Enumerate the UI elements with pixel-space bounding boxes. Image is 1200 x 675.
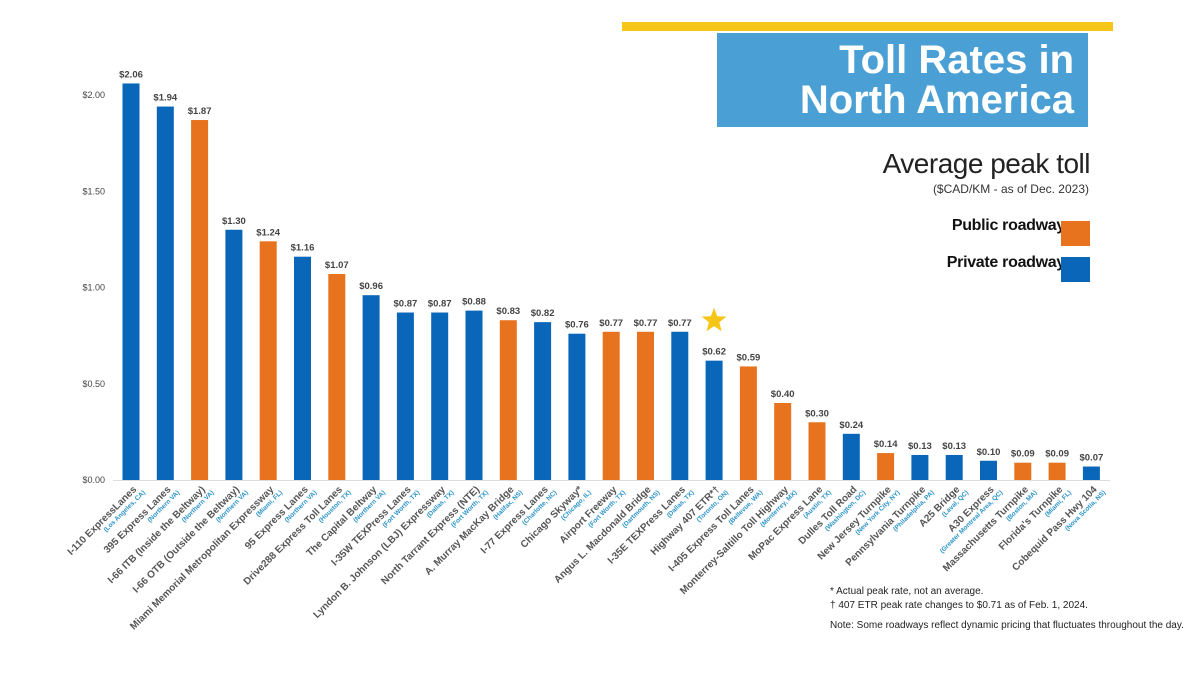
data-label: $0.59 — [737, 352, 761, 363]
data-label: $1.30 — [222, 216, 246, 227]
bar — [774, 403, 792, 480]
footnote-dagger: † 407 ETR peak rate changes to $0.71 as … — [830, 600, 1088, 611]
y-tick-label: $2.00 — [82, 90, 105, 100]
bar — [259, 241, 277, 480]
data-label: $0.09 — [1011, 449, 1035, 460]
data-label: $1.94 — [153, 93, 177, 104]
data-label: $0.77 — [599, 318, 623, 329]
legend-public-label: Public roadway — [951, 217, 1065, 234]
data-label: $0.83 — [496, 306, 520, 317]
data-label: $1.24 — [256, 227, 280, 238]
legend-public-swatch — [1061, 221, 1090, 246]
gold-accent-bar — [622, 22, 1113, 31]
data-label: $0.77 — [668, 318, 692, 329]
title-line-2: North America — [799, 78, 1074, 122]
footnote-asterisk: * Actual peak rate, not an average. — [830, 586, 984, 597]
bar — [877, 453, 895, 480]
data-label: $0.87 — [428, 299, 452, 310]
bar — [980, 460, 997, 480]
bar — [568, 333, 586, 480]
bar — [191, 120, 209, 481]
bar — [1082, 466, 1100, 480]
bar — [705, 360, 723, 480]
bar — [225, 229, 243, 480]
chart-title: Toll Rates in North America — [717, 33, 1088, 127]
data-label: $0.82 — [531, 308, 555, 319]
data-label: $0.13 — [908, 441, 932, 452]
data-label: $0.07 — [1080, 453, 1104, 464]
bar — [637, 331, 654, 480]
bar — [156, 106, 174, 481]
data-label: $1.07 — [325, 260, 349, 271]
bar — [945, 454, 963, 480]
bar — [671, 331, 689, 480]
data-label: $0.40 — [771, 389, 795, 400]
bar — [1014, 462, 1032, 480]
star-icon — [701, 307, 727, 332]
y-tick-label: $1.00 — [82, 283, 105, 293]
bar — [1048, 462, 1066, 480]
bar — [396, 312, 414, 480]
bar — [122, 83, 140, 480]
data-label: $0.10 — [977, 447, 1001, 458]
y-tick-label: $0.00 — [82, 475, 105, 485]
bar — [328, 274, 346, 480]
bar — [362, 295, 380, 480]
data-label: $0.76 — [565, 320, 589, 331]
chart-subtitle: Average peak toll — [882, 148, 1091, 179]
data-label: $1.16 — [291, 243, 315, 254]
title-line-1: Toll Rates in — [839, 38, 1074, 82]
data-label: $1.87 — [188, 106, 212, 117]
unit-label: ($CAD/KM - as of Dec. 2023) — [932, 182, 1089, 196]
bar — [294, 256, 311, 480]
data-label: $0.09 — [1045, 449, 1069, 460]
bar — [431, 312, 449, 480]
bar — [602, 331, 620, 480]
data-label: $2.06 — [119, 69, 143, 80]
data-label: $0.13 — [942, 441, 966, 452]
legend-private-swatch — [1061, 257, 1090, 282]
data-label: $0.14 — [874, 439, 898, 450]
data-label: $0.77 — [634, 318, 658, 329]
footnote-dynamic-pricing: Note: Some roadways reflect dynamic pric… — [830, 620, 1184, 631]
legend-private-label: Private roadway — [946, 254, 1066, 271]
data-label: $0.87 — [394, 299, 418, 310]
bar — [911, 454, 929, 480]
bar — [534, 322, 552, 480]
bar — [842, 433, 860, 480]
bar — [499, 320, 517, 480]
y-tick-label: $0.50 — [82, 379, 105, 389]
bar — [808, 422, 826, 480]
y-tick-label: $1.50 — [82, 186, 105, 196]
data-label: $0.96 — [359, 281, 383, 292]
data-label: $0.62 — [702, 347, 726, 358]
bar — [465, 310, 483, 480]
data-label: $0.88 — [462, 297, 486, 308]
data-label: $0.30 — [805, 408, 829, 419]
data-label: $0.24 — [839, 420, 863, 431]
bar — [739, 366, 757, 480]
